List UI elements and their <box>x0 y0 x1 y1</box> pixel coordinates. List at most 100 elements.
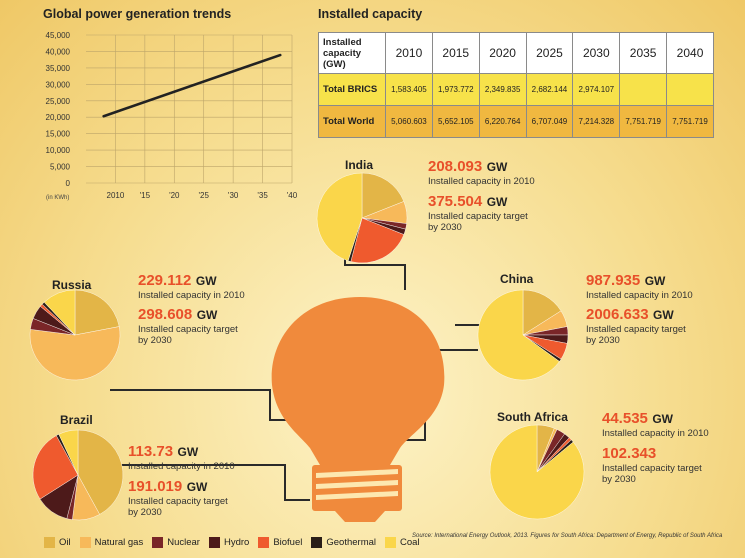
table-header: 2025 <box>525 32 574 74</box>
y-tick-label: 45,000 <box>46 31 71 40</box>
pie-india <box>316 172 408 264</box>
bulb-glass <box>271 297 445 465</box>
x-tick-label: '40 <box>287 191 298 200</box>
unit-label: GW <box>486 195 508 209</box>
unit-label: GW <box>186 480 208 494</box>
india-capacity-2030: 375.504 GW Installed capacity target by … <box>428 193 528 233</box>
legend-item: Coal <box>385 537 420 548</box>
south-africa-2030-value: 102.343 <box>602 445 657 462</box>
capacity-2030-caption: Installed capacity target <box>586 324 686 335</box>
table-cell: 6,220.764 <box>478 105 527 138</box>
table-cell: 7,751.719 <box>666 105 714 138</box>
legend-item: Geothermal <box>311 537 376 548</box>
capacity-2030-caption: Installed capacity target <box>428 211 528 222</box>
legend-label: Oil <box>59 537 71 548</box>
table-cell: 1,973.772 <box>431 73 480 106</box>
pie-slice-biofuel <box>32 435 79 500</box>
south-africa-2010-value: 44.535 <box>602 410 648 427</box>
china-2030-value: 2006.633 <box>586 306 649 323</box>
table-cell: 6,707.049 <box>525 105 574 138</box>
table-header: Installed capacity (GW) <box>318 32 386 74</box>
legend-item: Natural gas <box>79 537 143 548</box>
capacity-table: Installed capacity (GW) 2010 2015 2020 2… <box>318 32 714 138</box>
capacity-2010-caption: Installed capacity in 2010 <box>128 461 235 472</box>
y-tick-label: 25,000 <box>46 97 71 106</box>
india-capacity-2010: 208.093 GW Installed capacity in 2010 <box>428 158 535 187</box>
brazil-2010-value: 113.73 <box>128 443 174 460</box>
capacity-2030-caption: by 2030 <box>602 474 636 485</box>
india-2030-value: 375.504 <box>428 193 483 210</box>
table-cell: 5,060.603 <box>385 105 433 138</box>
line-chart-grid <box>86 34 293 184</box>
table-row-label: Total BRICS <box>318 73 386 106</box>
table-title: Installed capacity <box>318 7 423 21</box>
legend-swatch <box>208 537 220 548</box>
pie-slice-oil <box>74 289 120 336</box>
unit-label: GW <box>652 412 674 426</box>
table-cell: 7,751.719 <box>619 105 668 138</box>
x-tick-label: '25 <box>198 191 209 200</box>
line-chart-y-label: (in KWh) <box>46 195 69 201</box>
line-chart-y-ticks: 45,000 40,000 35,000 30,000 25,000 20,000 15,0… <box>46 31 71 188</box>
table-cell: 5,652.105 <box>431 105 480 138</box>
legend-swatch <box>311 537 323 548</box>
capacity-2030-caption: by 2030 <box>128 507 162 518</box>
y-tick-label: 0 <box>66 179 71 188</box>
connector-brazil <box>115 464 310 501</box>
pie-south-africa <box>489 424 585 520</box>
pie-slice-coal <box>58 429 79 476</box>
china-capacity-2030: 2006.633 GW Installed capacity target by… <box>586 306 686 346</box>
table-cell <box>666 73 714 106</box>
capacity-2030-caption: by 2030 <box>428 222 462 233</box>
bulb-tip <box>335 511 385 522</box>
unit-label: GW <box>195 274 217 288</box>
legend-label: Coal <box>400 537 420 548</box>
y-tick-label: 5,000 <box>50 163 71 172</box>
y-tick-label: 15,000 <box>46 130 71 139</box>
capacity-2030-caption: Installed capacity target <box>138 324 238 335</box>
bulb-threads <box>316 469 398 500</box>
y-tick-label: 30,000 <box>46 80 71 89</box>
south-africa-capacity-2010: 44.535 GW Installed capacity in 2010 <box>602 410 709 439</box>
south-africa-capacity-2030: 102.343 Installed capacity target by 203… <box>602 445 702 485</box>
country-name-south-africa: South Africa <box>497 410 568 424</box>
pie-slice-coal <box>489 424 585 520</box>
capacity-2010-caption: Installed capacity in 2010 <box>586 290 693 301</box>
brazil-2030-value: 191.019 <box>128 478 183 495</box>
pie-slice-natural-gas <box>29 326 121 381</box>
legend-item: Biofuel <box>258 537 302 548</box>
x-tick-label: '20 <box>169 191 180 200</box>
y-tick-label: 20,000 <box>46 113 71 122</box>
pie-slice-coal <box>43 289 76 336</box>
pie-brazil <box>32 429 124 521</box>
y-tick-label: 35,000 <box>46 64 71 73</box>
table-header: 2020 <box>478 32 527 74</box>
table-cell: 7,214.328 <box>572 105 621 138</box>
x-tick-label: '35 <box>257 191 268 200</box>
unit-label: GW <box>196 308 218 322</box>
table-header: 2030 <box>572 32 621 74</box>
capacity-2030-caption: by 2030 <box>138 335 172 346</box>
legend-label: Nuclear <box>167 537 200 548</box>
table-cell: 2,349.835 <box>478 73 527 106</box>
legend-label: Biofuel <box>273 537 303 548</box>
pie-slice-coal <box>477 289 560 381</box>
country-name-russia: Russia <box>52 278 92 292</box>
legend-swatch <box>258 537 270 548</box>
table-row-label: Total World <box>318 105 386 138</box>
capacity-2010-caption: Installed capacity in 2010 <box>428 176 535 187</box>
pie-slice-coal <box>316 172 363 262</box>
pie-slice-biofuel <box>350 217 405 264</box>
russia-2010-value: 229.112 <box>138 272 192 289</box>
country-name-brazil: Brazil <box>60 413 93 427</box>
pie-slice-oil <box>522 289 562 336</box>
country-name-india: India <box>345 158 374 172</box>
line-chart-series-line <box>102 53 282 118</box>
legend-item: Nuclear <box>152 537 200 548</box>
capacity-2010-caption: Installed capacity in 2010 <box>602 428 709 439</box>
unit-label: GW <box>653 308 674 322</box>
capacity-2030-caption: Installed capacity target <box>602 463 702 474</box>
line-chart-x-ticks: 2010 '15 '20 '25 '30 '35 '40 <box>107 191 298 200</box>
